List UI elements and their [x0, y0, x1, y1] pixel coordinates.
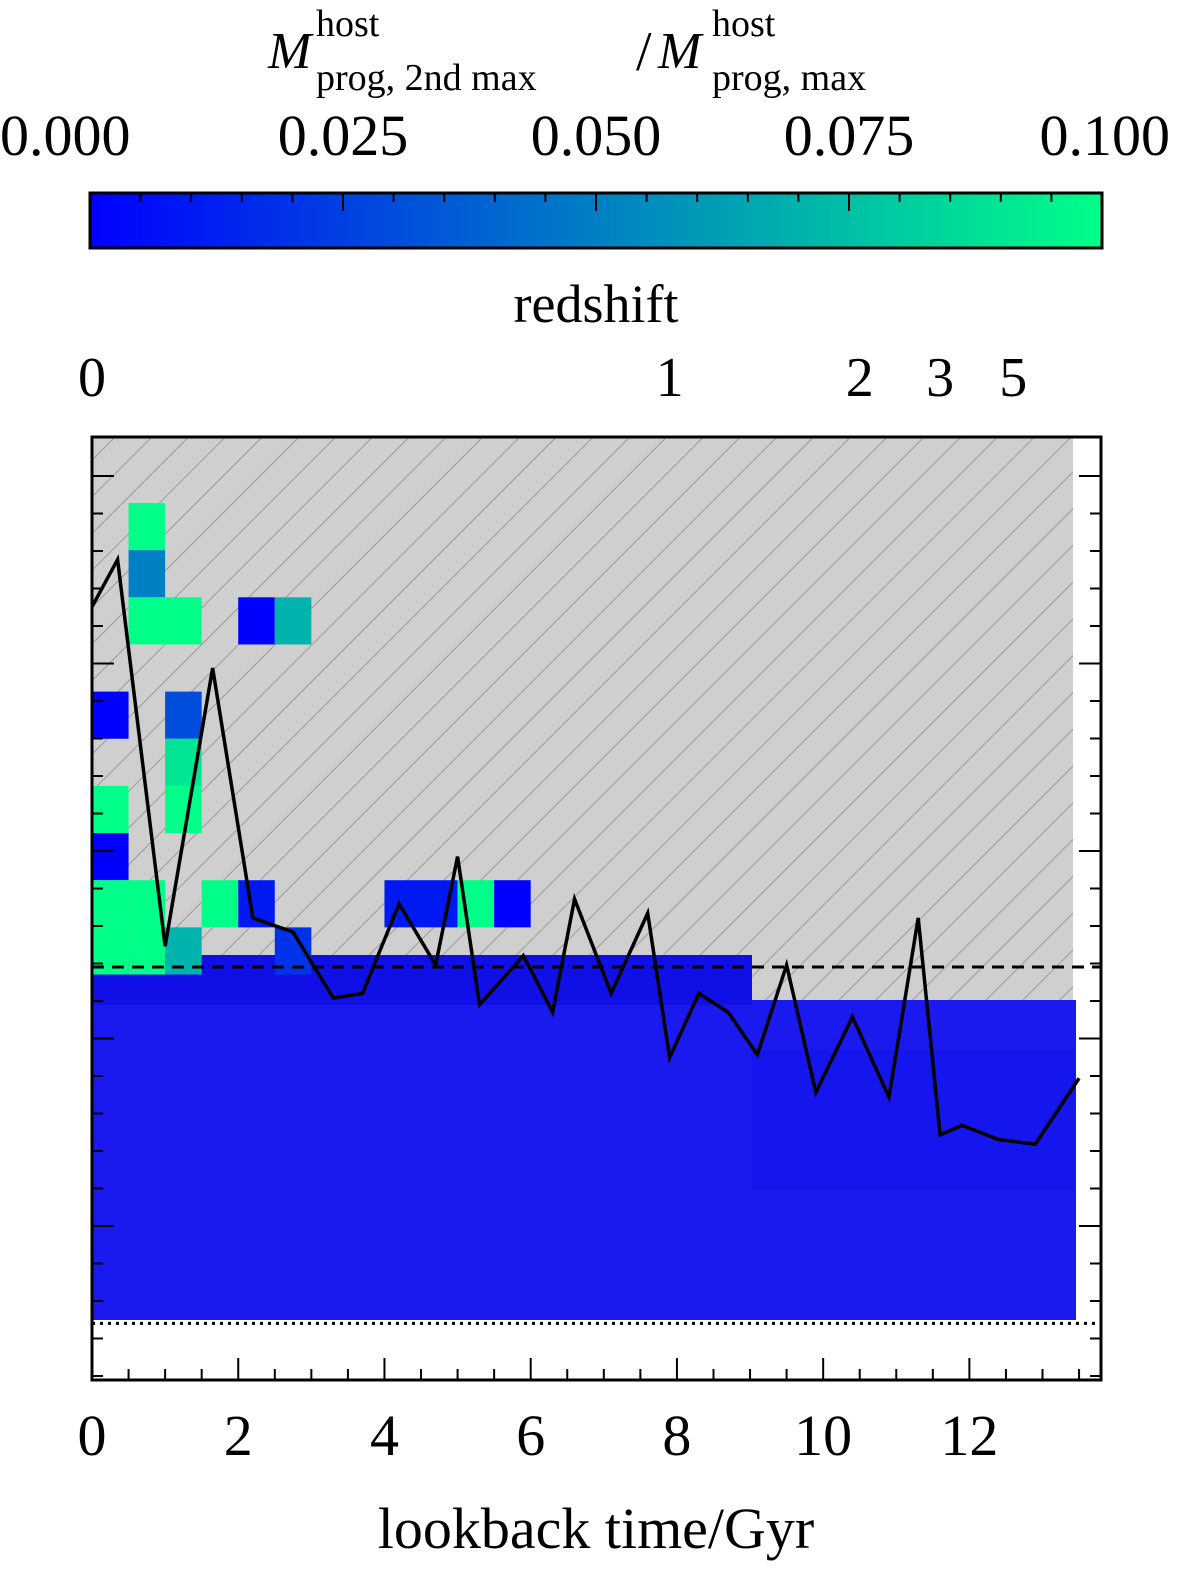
axis-ticks [91, 475, 1101, 1380]
heatmap-cell [128, 503, 166, 551]
heatmap-cell [128, 597, 166, 645]
top-axis-tick-label: 1 [656, 347, 684, 409]
heatmap-cell [92, 691, 129, 739]
x-axis-label: lookback time/Gyr [378, 1496, 815, 1561]
cbar-label-sub2: prog, max [712, 57, 866, 99]
heatmap-cell [274, 597, 312, 645]
x-axis-tick-label: 12 [940, 1403, 998, 1468]
x-axis-tick-label: 4 [370, 1403, 399, 1468]
colorbar-label: M host prog, 2nd max / M host prog, max [267, 3, 866, 99]
top-axis-tick-label: 2 [846, 347, 874, 409]
x-axis-tick-label: 6 [516, 1403, 545, 1468]
cbar-label-slash: / [636, 21, 652, 83]
x-axis-tick-label: 10 [794, 1403, 852, 1468]
heatmap-cell [384, 880, 422, 928]
x-axis-tick-labels: 0 2 4 6 8 10 12 [78, 1403, 999, 1468]
top-axis-tick-label: 0 [78, 347, 106, 409]
heatmap-cell [494, 880, 531, 928]
colorbar-tick-label: 0.000 [0, 103, 131, 168]
heatmap-cell [92, 833, 129, 881]
heatmap-cell [165, 597, 202, 645]
heatmap-mid-band [92, 955, 752, 1005]
heatmap-body [92, 955, 1076, 1320]
black-line-series [92, 553, 1081, 1147]
cbar-label-main: M [267, 23, 314, 80]
x-axis-tick-label: 8 [662, 1403, 691, 1468]
heatmap-cell [201, 880, 239, 928]
heatmap-cell [92, 880, 129, 928]
plot-frame [90, 435, 1103, 1382]
heatmap-cell [165, 691, 202, 739]
cbar-label-main2: M [657, 23, 704, 80]
cbar-label-sup2: host [712, 3, 776, 45]
colorbar-tick-label: 0.100 [1040, 103, 1171, 168]
colorbar-tick-label: 0.050 [531, 103, 662, 168]
cbar-label-sub1: prog, 2nd max [316, 57, 537, 99]
x-axis-tick-label: 2 [224, 1403, 253, 1468]
heatmap-cell [128, 550, 166, 598]
colorbar-tick-label: 0.025 [278, 103, 409, 168]
heatmap-cells [92, 503, 531, 975]
heatmap-cell [92, 785, 129, 834]
top-axis-label: redshift [514, 274, 679, 334]
colorbar-tick-labels: 0.000 0.025 0.050 0.075 0.100 [0, 103, 1170, 168]
top-axis-tick-label: 5 [999, 347, 1027, 409]
top-axis-tick-label: 3 [926, 347, 954, 409]
plot-area [92, 437, 1101, 1325]
colorbar-ticks [89, 193, 1103, 211]
x-axis-tick-label: 0 [78, 1403, 107, 1468]
cbar-label-sup1: host [316, 3, 380, 45]
colorbar-tick-label: 0.075 [784, 103, 915, 168]
heatmap-cell [238, 597, 275, 645]
heatmap-right-band [752, 1050, 1076, 1190]
hatched-region [92, 437, 1073, 1017]
heatmap-cell [165, 785, 202, 834]
